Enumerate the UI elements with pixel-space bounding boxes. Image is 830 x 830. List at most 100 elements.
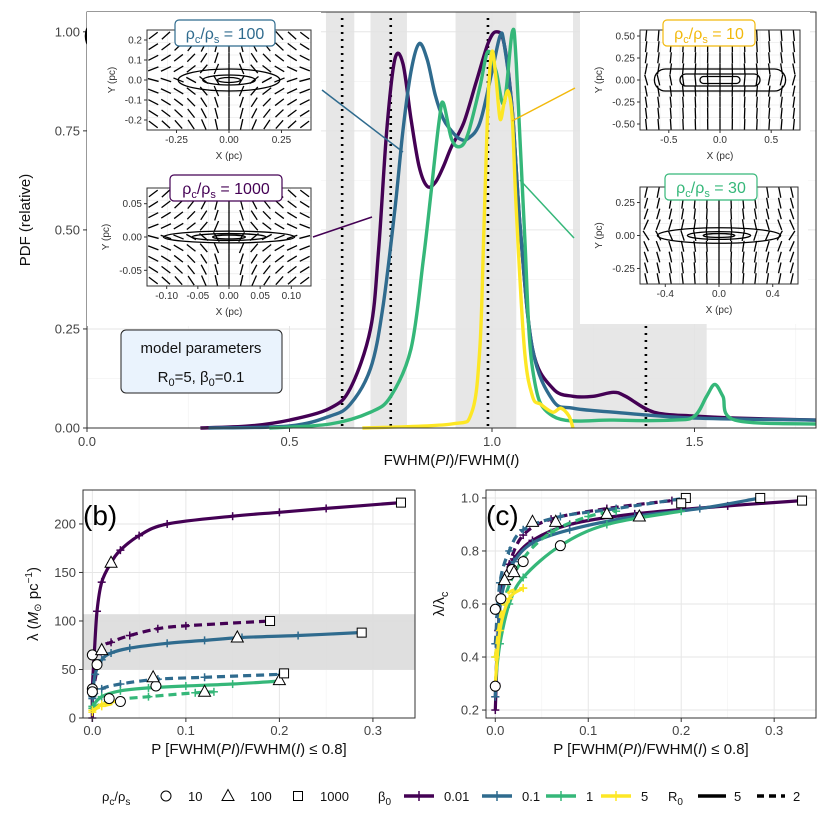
density-contour — [653, 68, 787, 92]
field-segment — [299, 31, 310, 40]
field-segment — [186, 76, 197, 84]
field-segment — [251, 264, 258, 275]
field-segment — [693, 273, 696, 284]
y-tick-label: 0.75 — [55, 123, 80, 138]
field-segment — [262, 87, 272, 96]
field-segment — [239, 275, 244, 286]
field-segment — [174, 200, 183, 209]
field-segment — [173, 254, 184, 263]
inset-x-tick-label: 0.10 — [282, 291, 302, 302]
field-segment — [160, 65, 172, 72]
series-line-6 — [493, 586, 525, 684]
field-segment — [657, 96, 660, 108]
field-segment — [214, 118, 219, 130]
inset-x-tick-label: -0.4 — [657, 289, 675, 300]
field-segment — [768, 41, 771, 53]
field-segment — [765, 219, 770, 231]
field-segment — [299, 43, 310, 51]
field-segment — [656, 208, 661, 220]
density-contour — [679, 73, 761, 87]
field-segment — [174, 265, 183, 274]
y-tick-label: 0.2 — [461, 703, 479, 718]
field-segment — [214, 264, 219, 276]
field-segment — [682, 107, 685, 119]
field-segment — [287, 255, 298, 263]
x-tick-label: 0.0 — [83, 723, 101, 738]
field-segment — [199, 243, 208, 253]
legend-beta-label: 0.1 — [522, 789, 540, 804]
field-segment — [287, 265, 297, 274]
field-segment — [275, 200, 284, 209]
field-segment — [250, 97, 258, 108]
field-segment — [186, 87, 196, 96]
field-segment — [274, 87, 285, 95]
y-tick-label: 0 — [69, 711, 76, 726]
marker-circle — [495, 593, 507, 605]
inset-x-tick-label: 0.00 — [219, 135, 239, 146]
field-segment — [274, 254, 285, 263]
field-segment — [214, 107, 219, 119]
field-segment — [789, 197, 795, 209]
inset-label-frame — [664, 173, 758, 201]
field-segment — [148, 276, 159, 285]
field-segment — [644, 52, 648, 64]
marker-circle — [489, 680, 501, 692]
inset-x-tick-label: -0.05 — [186, 291, 209, 302]
inset-x-tick-label: -0.10 — [155, 291, 178, 302]
field-segment — [250, 86, 259, 96]
field-segment — [214, 253, 219, 265]
marker-circle — [554, 540, 566, 552]
field-segment — [161, 265, 171, 274]
marker-triangle — [600, 506, 614, 519]
x-tick-label: 0.0 — [78, 434, 96, 449]
field-segment — [669, 52, 672, 64]
field-segment — [789, 262, 795, 274]
inset-plot — [147, 188, 311, 286]
field-segment — [755, 74, 759, 86]
field-segment — [251, 108, 258, 119]
field-segment — [643, 219, 649, 231]
field-segment — [262, 64, 272, 73]
field-segment — [299, 234, 311, 240]
field-segment — [789, 240, 795, 252]
field-segment — [789, 208, 795, 220]
field-segment — [200, 108, 207, 119]
field-segment — [777, 208, 782, 220]
inset-connector — [511, 87, 576, 122]
inset-x-label: X (pc) — [216, 151, 243, 162]
field-segment — [199, 64, 208, 74]
field-segment — [755, 107, 758, 119]
inset-y-tick-label: -0.05 — [119, 266, 142, 277]
x-tick-label: 0.0 — [486, 723, 504, 738]
field-segment — [200, 210, 208, 221]
field-segment — [160, 77, 172, 83]
field-segment — [187, 275, 195, 286]
marker-square — [797, 495, 808, 506]
field-segment — [160, 223, 172, 230]
field-segment — [656, 197, 661, 209]
pdf-curve-3 — [362, 49, 575, 430]
field-segment — [643, 240, 649, 252]
density-contour — [686, 230, 752, 241]
y-axis-title: λ/λc — [431, 591, 451, 616]
y-tick-label: 0.4 — [461, 650, 479, 665]
field-segment — [262, 97, 272, 107]
field-segment — [680, 230, 685, 241]
field-segment — [274, 65, 285, 73]
model-box-title: model parameters — [141, 340, 262, 357]
field-segment — [780, 107, 783, 119]
pdf-curve-2 — [269, 27, 817, 430]
field-segment — [262, 108, 271, 119]
field-segment — [669, 96, 672, 108]
field-segment — [753, 219, 758, 231]
field-segment — [186, 243, 196, 252]
field-segment — [730, 208, 733, 220]
inset-y-tick-label: -0.1 — [125, 96, 143, 107]
field-segment — [287, 109, 297, 118]
inset-x-tick-label: 0.5 — [764, 135, 778, 146]
field-segment — [765, 208, 770, 220]
x-tick-label: 1.0 — [483, 434, 501, 449]
field-segment — [173, 211, 184, 220]
field-segment — [753, 251, 758, 263]
inset-label: ρc/ρs = 10 — [662, 19, 756, 47]
